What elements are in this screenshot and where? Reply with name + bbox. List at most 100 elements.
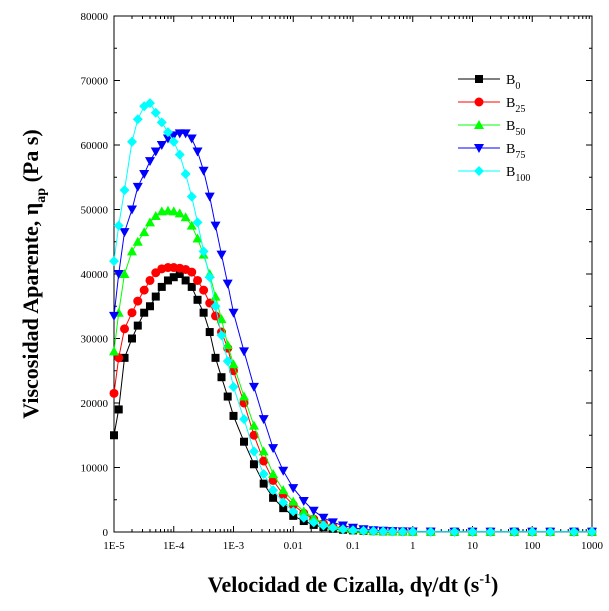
data-point — [150, 107, 161, 118]
data-point — [229, 411, 238, 420]
data-point — [198, 166, 209, 176]
data-point — [127, 308, 137, 318]
data-point — [133, 321, 142, 330]
data-point — [199, 308, 208, 317]
data-point — [222, 339, 233, 349]
data-point — [126, 246, 137, 256]
data-point — [168, 206, 179, 216]
legend-item: B25 — [458, 96, 525, 115]
data-point — [337, 524, 348, 535]
data-point — [127, 334, 136, 343]
x-tick-label: 100 — [524, 540, 541, 552]
data-point — [268, 468, 279, 478]
data-point — [113, 270, 124, 279]
legend: B0 B25 B50 B75 B100 — [458, 73, 530, 184]
data-point — [509, 526, 520, 537]
legend-item: B75 — [458, 142, 525, 161]
x-axis-title: Velocidad de Cizalla, dγ/dt (s-1) — [208, 572, 499, 597]
data-point — [156, 117, 167, 128]
data-point — [211, 311, 221, 321]
legend-item: B50 — [458, 119, 525, 138]
data-point — [485, 526, 496, 537]
data-point — [120, 324, 130, 334]
y-tick-label: 20000 — [81, 398, 109, 410]
data-point — [449, 526, 460, 537]
data-point — [308, 517, 319, 528]
series-b0 — [110, 270, 596, 536]
legend-marker — [474, 166, 484, 176]
data-point — [132, 182, 143, 192]
y-tick-label: 60000 — [81, 140, 109, 152]
data-point — [193, 275, 203, 285]
data-point — [180, 212, 191, 222]
y-tick-label: 80000 — [81, 11, 109, 23]
data-point — [222, 279, 233, 289]
x-tick-label: 0.01 — [284, 540, 303, 552]
series-layer — [109, 98, 597, 537]
data-point — [109, 346, 119, 356]
y-axis-title-sub: ap — [34, 188, 49, 203]
data-point — [186, 134, 197, 144]
data-point — [204, 272, 215, 283]
data-point — [368, 526, 379, 537]
data-point — [180, 169, 191, 180]
data-point — [140, 308, 149, 317]
data-point — [527, 526, 538, 537]
data-point — [258, 415, 269, 425]
data-point — [268, 485, 279, 496]
data-point — [109, 256, 119, 267]
data-point — [545, 526, 556, 537]
data-point — [199, 285, 209, 295]
data-point — [109, 388, 119, 398]
data-point — [126, 205, 137, 215]
data-point — [186, 191, 197, 202]
y-tick-label: 50000 — [81, 205, 109, 217]
x-tick-label: 1 — [410, 540, 416, 552]
x-axis-title-sup: -1 — [479, 572, 491, 587]
data-point — [288, 484, 299, 494]
data-point — [144, 98, 155, 109]
plot-frame — [113, 15, 593, 533]
data-point — [133, 296, 143, 306]
legend-item: B0 — [458, 73, 520, 92]
data-point — [119, 185, 130, 196]
series-b100 — [109, 98, 597, 537]
data-point — [258, 446, 269, 456]
data-point — [278, 485, 289, 495]
data-point — [407, 526, 418, 537]
legend-label: B0 — [506, 73, 520, 92]
data-point — [150, 147, 161, 157]
data-point — [239, 414, 250, 425]
data-point — [192, 147, 203, 157]
x-tick-label: 1E-3 — [223, 540, 245, 552]
data-point — [288, 506, 299, 517]
data-point — [269, 493, 278, 502]
data-point — [298, 497, 309, 507]
y-axis-title-main: Viscosidad Aparente, η — [18, 203, 43, 419]
data-point — [120, 353, 129, 362]
data-point — [204, 192, 215, 202]
series-b50 — [109, 205, 597, 536]
y-tick-label: 70000 — [81, 76, 109, 88]
data-point — [278, 497, 289, 508]
data-point — [425, 526, 436, 537]
data-point — [358, 525, 369, 536]
data-point — [157, 282, 166, 291]
data-point — [175, 270, 184, 278]
x-tick-label: 0.1 — [346, 540, 360, 552]
series-line — [113, 102, 592, 533]
data-point — [268, 444, 279, 454]
data-point — [249, 460, 258, 469]
data-point — [205, 328, 214, 337]
data-point — [193, 295, 202, 304]
data-point — [150, 210, 161, 220]
data-point — [278, 466, 289, 476]
y-tick-label: 10000 — [81, 463, 109, 475]
data-point — [145, 275, 155, 285]
data-point — [378, 526, 389, 537]
x-tick-label: 1E-4 — [163, 540, 185, 552]
data-point — [169, 273, 178, 282]
legend-marker — [475, 75, 483, 83]
data-point — [174, 149, 185, 160]
data-point — [114, 405, 123, 414]
